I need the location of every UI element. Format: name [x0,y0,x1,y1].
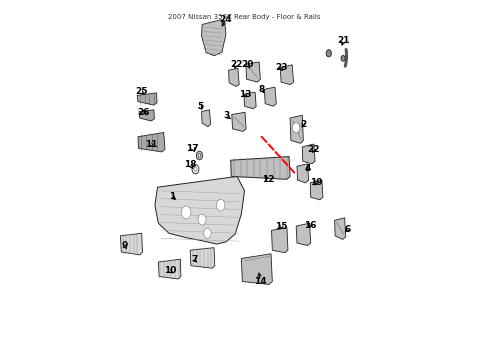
Text: 14: 14 [254,277,266,286]
Polygon shape [155,176,244,244]
Text: 4: 4 [305,164,311,173]
Text: 12: 12 [261,175,273,184]
Text: 22: 22 [307,145,320,154]
Polygon shape [280,65,293,85]
Circle shape [196,151,202,160]
Polygon shape [296,164,308,183]
Polygon shape [241,254,272,284]
Text: 18: 18 [183,161,196,169]
Text: 21: 21 [337,36,349,45]
Polygon shape [244,92,256,109]
Text: 2: 2 [300,120,306,129]
Circle shape [203,228,211,238]
Circle shape [181,206,191,219]
Text: 1: 1 [169,192,175,201]
Polygon shape [201,20,225,56]
Text: 10: 10 [163,266,176,275]
Text: 17: 17 [186,144,199,153]
Text: 13: 13 [238,90,251,99]
Circle shape [325,50,331,57]
Text: 3: 3 [223,112,229,120]
Text: 2007 Nissan 350Z Rear Body - Floor & Rails: 2007 Nissan 350Z Rear Body - Floor & Rai… [168,14,320,21]
Polygon shape [296,223,310,246]
Polygon shape [245,62,260,82]
Polygon shape [137,93,157,105]
Polygon shape [231,112,245,131]
Polygon shape [201,110,210,127]
Text: 20: 20 [241,60,253,69]
Circle shape [216,199,224,211]
Polygon shape [158,259,181,279]
Polygon shape [309,180,322,200]
Polygon shape [139,110,154,121]
Polygon shape [120,233,142,255]
Circle shape [198,154,201,157]
Text: 9: 9 [122,241,128,250]
Circle shape [340,55,345,61]
Polygon shape [302,144,314,164]
Text: 26: 26 [137,108,150,117]
Polygon shape [138,132,164,152]
Text: 24: 24 [219,15,231,24]
Circle shape [292,123,299,133]
Polygon shape [334,218,345,239]
Polygon shape [264,87,276,106]
Polygon shape [289,115,303,143]
Text: 23: 23 [274,63,287,72]
Polygon shape [230,157,289,179]
Text: 25: 25 [135,87,147,96]
Polygon shape [228,68,239,86]
Text: 16: 16 [304,220,316,230]
Circle shape [198,214,205,225]
Text: 8: 8 [258,85,264,94]
Text: 6: 6 [344,225,350,234]
Text: 11: 11 [144,140,157,149]
Polygon shape [190,248,214,268]
Polygon shape [271,228,287,253]
Text: 15: 15 [274,222,287,231]
Text: 5: 5 [197,102,203,111]
Text: 22: 22 [229,59,242,68]
Text: 19: 19 [310,178,322,187]
Text: 7: 7 [191,256,198,264]
